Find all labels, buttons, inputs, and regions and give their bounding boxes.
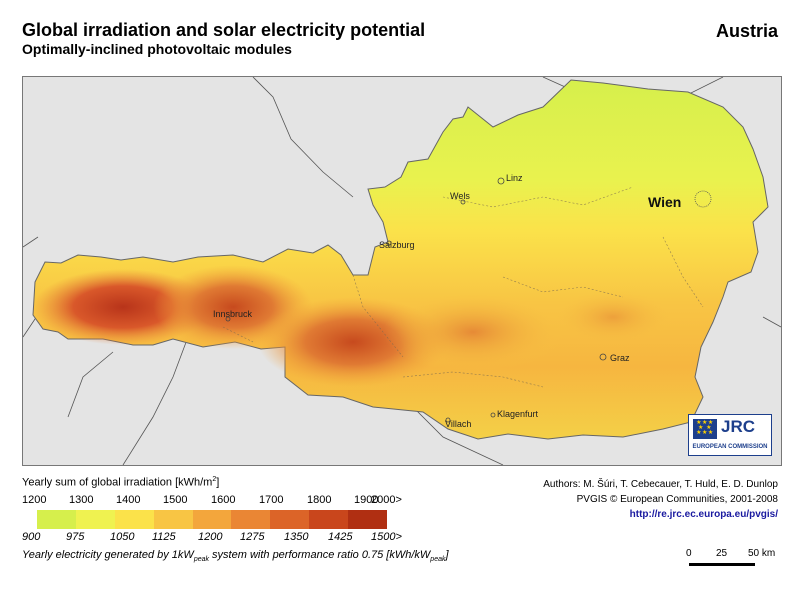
electricity-tick: 975 bbox=[66, 531, 85, 543]
irradiation-tick: 1300 bbox=[69, 494, 94, 506]
scale-label: 50 km bbox=[748, 548, 776, 559]
city-linz: Linz bbox=[497, 173, 523, 185]
svg-text:Wien: Wien bbox=[648, 194, 681, 210]
city-klagenfurt: Klagenfurt bbox=[490, 409, 539, 419]
electricity-tick: 1275 bbox=[240, 531, 265, 543]
legend-swatch bbox=[37, 510, 76, 529]
svg-text:Klagenfurt: Klagenfurt bbox=[497, 409, 539, 419]
svg-text:Wels: Wels bbox=[450, 191, 470, 201]
irradiation-tick: 1700 bbox=[259, 494, 284, 506]
legend-swatch bbox=[231, 510, 271, 529]
legend-electricity-ticks: 900 975 1050 1125 1200 1275 1350 1425 15… bbox=[22, 531, 407, 545]
svg-text:Linz: Linz bbox=[506, 173, 523, 183]
legend-color-bar bbox=[37, 510, 388, 529]
scale-label: 25 bbox=[716, 548, 728, 559]
jrc-org-text: EUROPEAN COMMISSION bbox=[692, 444, 768, 450]
legend-note: Yearly electricity generated by 1kWpeak … bbox=[22, 549, 449, 564]
legend-title: Yearly sum of global irradiation [kWh/m2… bbox=[22, 476, 220, 489]
credits-block: Authors: M. Šúri, T. Cebecauer, T. Huld,… bbox=[543, 477, 778, 522]
legend-swatch bbox=[270, 510, 310, 529]
city-salzburg: Salzburg bbox=[379, 240, 415, 250]
map-panel: Linz Wels Wien Salzburg Innsbruck Graz K… bbox=[22, 76, 782, 466]
legend-swatch bbox=[114, 510, 154, 529]
electricity-tick: 1425 bbox=[328, 531, 353, 543]
electricity-tick: 900 bbox=[22, 531, 41, 543]
city-graz: Graz bbox=[599, 353, 630, 363]
irradiation-tick: 1500 bbox=[163, 494, 188, 506]
province-borders bbox=[222, 186, 704, 388]
city-innsbruck: Innsbruck bbox=[213, 309, 253, 322]
irradiation-tick: 1600 bbox=[211, 494, 236, 506]
electricity-tick: 1350 bbox=[284, 531, 309, 543]
irradiation-tick: 1900 bbox=[354, 494, 379, 506]
austria-region bbox=[32, 79, 769, 440]
electricity-tick: 1200 bbox=[198, 531, 223, 543]
electricity-tick: 1500> bbox=[371, 531, 402, 543]
legend-swatch bbox=[153, 510, 193, 529]
scale-label: 0 bbox=[686, 548, 692, 559]
pvgis-link[interactable]: http://re.jrc.ec.europa.eu/pvgis/ bbox=[629, 509, 778, 520]
map-canvas: Linz Wels Wien Salzburg Innsbruck Graz K… bbox=[23, 77, 781, 465]
legend-swatch bbox=[75, 510, 115, 529]
alps-east-region bbox=[383, 292, 563, 372]
electricity-tick: 1125 bbox=[152, 531, 176, 543]
legend-irradiation-ticks: 1200 1300 1400 1500 1600 1700 1800 1900 … bbox=[22, 494, 407, 508]
svg-text:Villach: Villach bbox=[445, 419, 471, 429]
city-villach: Villach bbox=[445, 417, 471, 429]
scale-bar: 0 25 50 km bbox=[686, 548, 780, 578]
electricity-tick: 1050 bbox=[110, 531, 135, 543]
scale-line bbox=[689, 563, 755, 566]
irradiation-tick: 1200 bbox=[22, 494, 47, 506]
copyright-text: PVGIS © European Communities, 2001-2008 bbox=[576, 494, 778, 505]
svg-text:Salzburg: Salzburg bbox=[379, 240, 415, 250]
legend-swatch bbox=[192, 510, 232, 529]
alps-styria-region bbox=[553, 289, 673, 345]
legend-swatch bbox=[309, 510, 349, 529]
country-name: Austria bbox=[715, 21, 778, 41]
map-title: Global irradiation and solar electricity… bbox=[22, 20, 426, 40]
jrc-logo: ★★★ ★ ★ ★★★ JRC EUROPEAN COMMISSION bbox=[688, 414, 772, 456]
legend-swatch bbox=[348, 510, 388, 529]
authors-text: Authors: M. Šúri, T. Cebecauer, T. Huld,… bbox=[543, 479, 778, 490]
irradiation-tick: 2000> bbox=[371, 494, 402, 506]
svg-text:Innsbruck: Innsbruck bbox=[213, 309, 253, 319]
map-subtitle: Optimally-inclined photovoltaic modules bbox=[22, 41, 292, 57]
city-wels: Wels bbox=[450, 191, 470, 205]
city-wien: Wien bbox=[648, 190, 712, 210]
irradiation-tick: 1400 bbox=[116, 494, 141, 506]
jrc-logo-text: JRC bbox=[721, 417, 756, 436]
svg-text:Graz: Graz bbox=[610, 353, 630, 363]
irradiation-tick: 1800 bbox=[307, 494, 332, 506]
eu-flag-icon: ★★★ ★ ★ ★★★ bbox=[693, 419, 717, 439]
